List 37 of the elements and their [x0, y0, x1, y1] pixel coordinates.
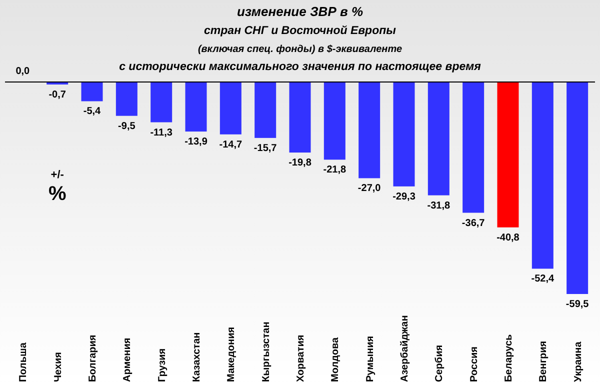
- data-label: -0,7: [48, 89, 66, 100]
- data-label: -21,8: [323, 164, 346, 176]
- data-label: -14,7: [219, 139, 243, 150]
- data-label: 0,0: [16, 66, 30, 77]
- data-label: -13,9: [184, 136, 208, 148]
- data-label: -29,3: [392, 191, 416, 202]
- data-label: -59,5: [566, 299, 590, 310]
- data-label: -11,3: [150, 127, 173, 138]
- data-label: -19,8: [288, 158, 312, 169]
- x-tick-label: Беларусь: [503, 334, 514, 382]
- x-tick-label: Грузия: [156, 348, 168, 382]
- data-label: -9,5: [118, 120, 136, 132]
- data-label: -52,4: [531, 274, 554, 285]
- x-tick-label: Польша: [18, 342, 30, 382]
- x-tick-label: Чехия: [52, 352, 64, 382]
- x-tick-label: Армения: [122, 338, 134, 382]
- x-tick-label: Молдова: [330, 336, 342, 382]
- x-tick-label: Кыргызстан: [260, 322, 272, 382]
- data-label: -40,8: [496, 232, 520, 244]
- data-label: -36,7: [462, 218, 486, 229]
- data-label: -27,0: [358, 183, 382, 194]
- x-tick-label: Азербайджан: [399, 315, 410, 382]
- data-label: -5,4: [83, 106, 102, 118]
- x-tick-label: Украина: [572, 341, 584, 382]
- data-label: -31,8: [427, 200, 450, 212]
- chart-title: изменение ЗВР в %: [236, 4, 364, 19]
- data-label: -15,7: [254, 142, 278, 154]
- x-tick-label: Сербия: [434, 344, 446, 382]
- chart-subtitle: стран СНГ и Восточной Европы (включая спец. фонды) в $-эквиваленте с исторически максимального значения по настоящее время: [119, 25, 482, 73]
- x-tick-label: Венгрия: [538, 340, 550, 382]
- x-tick-label: Россия: [468, 346, 480, 382]
- y-axis-title: +/- %: [48, 169, 66, 205]
- x-tick-label: Казахстан: [192, 332, 203, 382]
- x-tick-label: Болгария: [88, 334, 99, 382]
- x-tick-label: Румыния: [364, 336, 376, 382]
- x-tick-label: Македония: [226, 326, 238, 382]
- x-tick-label: Хорватия: [296, 334, 306, 382]
